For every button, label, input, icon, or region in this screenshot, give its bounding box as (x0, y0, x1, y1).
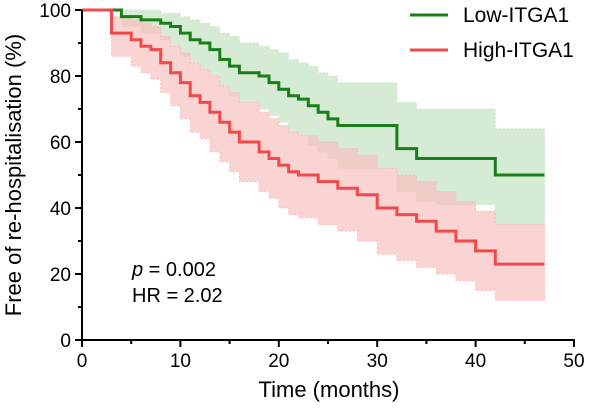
p-value: = 0.002 (143, 259, 216, 281)
x-tick-label: 50 (563, 351, 584, 372)
survival-curves (82, 8, 545, 266)
y-tick-label: 60 (50, 133, 71, 154)
y-tick-label: 100 (39, 1, 71, 22)
confidence-band-high-itga1 (82, 9, 545, 301)
legend: Low-ITGA1 High-ITGA1 (410, 4, 574, 62)
survival-curve-high-itga1 (82, 8, 545, 266)
survival-curve-low-itga1 (82, 8, 545, 177)
y-tick-label: 80 (50, 67, 71, 88)
y-tick-label: 20 (50, 265, 71, 286)
stats-annotation: p = 0.002 HR = 2.02 (131, 259, 223, 307)
x-axis-title: Time (months) (259, 377, 400, 402)
x-tick-label: 30 (367, 351, 388, 372)
confidence-bands (82, 9, 545, 301)
legend-label-low-itga1: Low-ITGA1 (463, 4, 569, 27)
y-axis-title: Free of re-hospitalisation (%) (1, 34, 26, 316)
legend-label-high-itga1: High-ITGA1 (463, 39, 574, 62)
x-tick-label: 20 (268, 351, 289, 372)
y-tick-label: 40 (50, 199, 71, 220)
hazard-ratio-text: HR = 2.02 (132, 285, 223, 307)
p-value-text: p = 0.002 (131, 259, 216, 281)
ticks: 0 10 20 30 40 50 0 20 40 60 80 100 (39, 1, 584, 372)
x-tick-label: 0 (77, 351, 88, 372)
p-symbol: p (131, 259, 143, 281)
y-tick-label: 0 (60, 331, 71, 352)
x-tick-label: 10 (170, 351, 191, 372)
x-tick-label: 40 (465, 351, 486, 372)
